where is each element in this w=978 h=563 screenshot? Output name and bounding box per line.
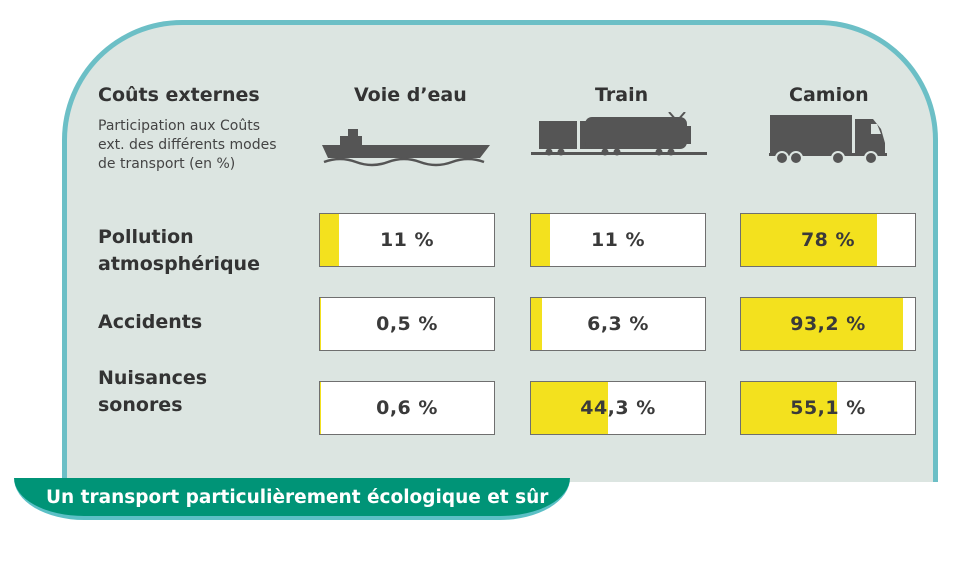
bar-fill <box>531 214 551 266</box>
bar-cell: 78 % <box>740 213 916 267</box>
mode-label-train: Train <box>595 84 649 106</box>
row-label-line: Accidents <box>98 311 203 333</box>
bar-cell: 6,3 % <box>530 297 706 351</box>
bar-value-label: 0,6 % <box>376 397 438 419</box>
mode-label-voie-deau: Voie d’eau <box>354 84 467 106</box>
bar-value-label: 93,2 % <box>790 313 866 335</box>
bar-fill <box>320 382 322 434</box>
subtitle-line: ext. des différents modes <box>98 137 277 153</box>
bar-cell: 11 % <box>319 213 495 267</box>
mode-label-camion: Camion <box>789 84 869 106</box>
row-label-nuisances: Nuisances sonores <box>98 365 298 419</box>
bar-value-label: 11 % <box>590 229 646 251</box>
truck-icon <box>769 115 887 165</box>
bar-value-label: 55,1 % <box>790 397 866 419</box>
bar-value-label: 0,5 % <box>376 313 438 335</box>
bar-value-label: 44,3 % <box>580 397 656 419</box>
bar-cell: 44,3 % <box>530 381 706 435</box>
bar-cell: 11 % <box>530 213 706 267</box>
bar-fill <box>741 382 837 434</box>
train-icon <box>531 112 707 156</box>
bar-cell: 55,1 % <box>740 381 916 435</box>
bar-value-label: 78 % <box>800 229 856 251</box>
bar-fill <box>531 298 542 350</box>
row-label-line: sonores <box>98 394 183 416</box>
bar-fill <box>320 214 340 266</box>
subtitle-line: Participation aux Coûts <box>98 118 261 134</box>
bar-fill <box>531 382 609 434</box>
subtitle-line: de transport (en %) <box>98 156 236 172</box>
row-label-line: Nuisances <box>98 367 208 389</box>
row-label-accidents: Accidents <box>98 309 298 336</box>
footer-banner: Un transport particulièrement écologique… <box>14 478 570 520</box>
bar-value-label: 11 % <box>379 229 435 251</box>
chart-subtitle: Participation aux Coûts ext. des différe… <box>98 117 298 174</box>
row-label-line: atmosphérique <box>98 253 260 275</box>
bar-fill <box>741 214 877 266</box>
barge-icon <box>322 129 490 167</box>
bar-value-label: 6,3 % <box>587 313 649 335</box>
bar-cell: 93,2 % <box>740 297 916 351</box>
bar-cell: 0,6 % <box>319 381 495 435</box>
bar-fill <box>320 298 321 350</box>
bar-cell: 0,5 % <box>319 297 495 351</box>
chart-title: Coûts externes <box>98 84 260 106</box>
bar-fill <box>741 298 904 350</box>
row-label-line: Pollution <box>98 226 194 248</box>
row-label-pollution: Pollution atmosphérique <box>98 224 298 278</box>
